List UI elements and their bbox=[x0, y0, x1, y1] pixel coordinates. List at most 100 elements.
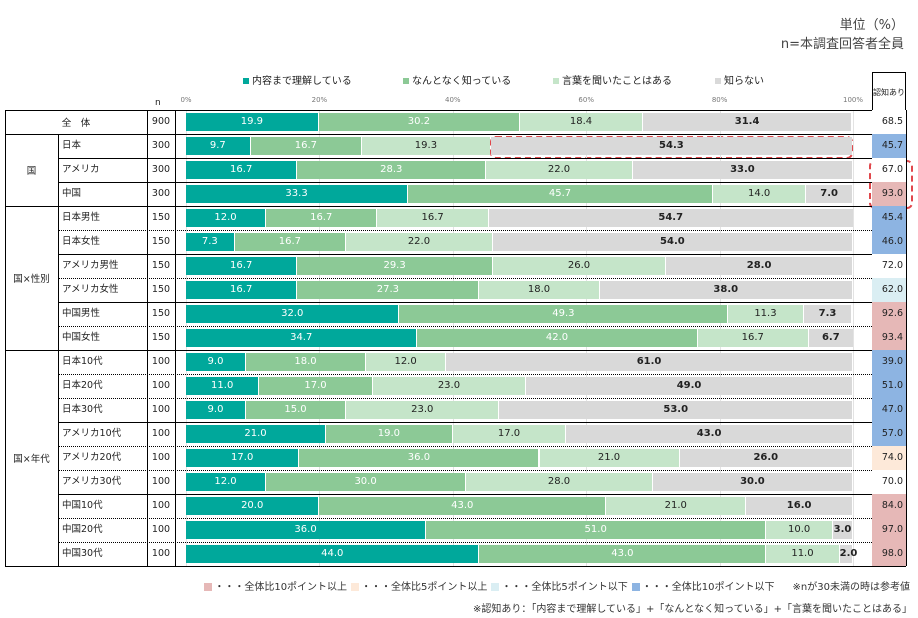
bar-segment: 42.0 bbox=[417, 329, 697, 347]
bar-segment: 30.0 bbox=[266, 473, 466, 491]
table-left-border bbox=[5, 110, 6, 566]
row-label: アメリカ男性 bbox=[62, 260, 119, 271]
tick-label: 0% bbox=[180, 96, 192, 104]
bar-segment: 51.0 bbox=[426, 521, 766, 539]
row-n: 100 bbox=[151, 548, 171, 559]
column-border bbox=[175, 110, 176, 566]
row-label: アメリカ10代 bbox=[62, 428, 122, 439]
group-label: 国×年代 bbox=[13, 454, 50, 465]
aware-value: 98.0 bbox=[872, 542, 906, 566]
aware-header: 認知あり bbox=[873, 88, 905, 97]
color-legend-item: ・・・全体比10ポイント以上 bbox=[204, 578, 347, 593]
row-label: 日本20代 bbox=[62, 380, 103, 391]
bar-segment: 9.0 bbox=[186, 401, 246, 419]
aware-value: 39.0 bbox=[872, 350, 906, 374]
table-row: アメリカ女性 150 16.7 27.3 18.0 38.0 bbox=[0, 278, 918, 302]
bar-segment: 19.9 bbox=[186, 113, 318, 131]
row-n: 150 bbox=[151, 212, 171, 223]
aware-value: 68.5 bbox=[872, 110, 906, 134]
table-row: 日本 300 9.7 16.7 19.3 54.3 bbox=[0, 134, 918, 158]
bar-segment: 7.3 bbox=[803, 305, 852, 323]
legend-swatch bbox=[351, 583, 360, 591]
tick-label: 100% bbox=[842, 96, 864, 104]
aware-value: 74.0 bbox=[872, 446, 906, 470]
row-n: 100 bbox=[151, 404, 171, 415]
row-label: 中国女性 bbox=[62, 332, 101, 343]
bar-segment: 21.0 bbox=[606, 497, 746, 515]
bar-segment: 36.0 bbox=[186, 521, 426, 539]
group-label: 全 体 bbox=[61, 118, 91, 129]
bar-segment: 34.7 bbox=[186, 329, 417, 347]
row-n: 150 bbox=[151, 260, 171, 271]
bar-segment: 53.0 bbox=[499, 401, 852, 419]
row-n: 100 bbox=[151, 524, 171, 535]
row-n: 300 bbox=[151, 164, 171, 175]
bar-segment: 22.0 bbox=[486, 161, 632, 179]
table-row: 日本男性 150 12.0 16.7 16.7 54.7 bbox=[0, 206, 918, 230]
base-label: n=本調査回答者全員 bbox=[780, 37, 904, 52]
row-label: 日本女性 bbox=[62, 236, 101, 247]
note-aware: ※認知あり：「内容まで理解している」+「なんとなく知っている」+「言葉を聞いたこ… bbox=[472, 604, 912, 615]
bar-segment: 31.4 bbox=[642, 113, 852, 131]
row-n: 100 bbox=[151, 380, 171, 391]
bar-segment: 17.0 bbox=[452, 425, 566, 443]
table-row: アメリカ10代 100 21.0 19.0 17.0 43.0 bbox=[0, 422, 918, 446]
bar-segment: 6.7 bbox=[808, 329, 853, 347]
bar-segment: 16.7 bbox=[697, 329, 808, 347]
row-separator bbox=[58, 326, 906, 327]
table-row: アメリカ 300 16.7 28.3 22.0 33.0 bbox=[0, 158, 918, 182]
bar-segment: 16.7 bbox=[266, 209, 377, 227]
group-border bbox=[5, 206, 906, 207]
aware-value: 45.7 bbox=[872, 134, 906, 158]
legend-swatch bbox=[491, 583, 500, 591]
color-legend-label: ・・・全体比5ポイント以上 bbox=[361, 582, 488, 593]
table-row: アメリカ30代 100 12.0 30.0 28.0 30.0 bbox=[0, 470, 918, 494]
row-label: 日本30代 bbox=[62, 404, 103, 415]
legend-label: 言葉を聞いたことはある bbox=[562, 76, 672, 87]
bar-segment: 23.0 bbox=[346, 401, 499, 419]
bar-segment: 16.7 bbox=[186, 281, 297, 299]
legend-swatch bbox=[403, 78, 409, 84]
color-legend-item: ・・・全体比5ポイント以上 bbox=[351, 578, 487, 593]
bar-segment: 3.0 bbox=[832, 521, 852, 539]
row-label: アメリカ bbox=[62, 164, 100, 175]
row-separator bbox=[58, 542, 906, 543]
row-n: 150 bbox=[151, 284, 171, 295]
row-separator bbox=[58, 374, 906, 375]
aware-value: 70.0 bbox=[872, 470, 906, 494]
table-row: アメリカ男性 150 16.7 29.3 26.0 28.0 bbox=[0, 254, 918, 278]
bar-segment: 49.0 bbox=[526, 377, 852, 395]
table-row: 中国 300 33.3 45.7 14.0 7.0 bbox=[0, 182, 918, 206]
group-divider bbox=[58, 350, 59, 566]
row-label: アメリカ女性 bbox=[62, 284, 119, 295]
color-legend-label: ・・・全体比10ポイント以上 bbox=[214, 582, 348, 593]
bar-segment: 33.0 bbox=[632, 161, 852, 179]
unit-label: 単位（%） bbox=[839, 18, 904, 33]
legend-item: 言葉を聞いたことはある bbox=[553, 72, 672, 87]
bar-segment: 9.7 bbox=[186, 137, 250, 155]
row-label: 中国20代 bbox=[62, 524, 103, 535]
aware-value: 97.0 bbox=[872, 518, 906, 542]
color-legend-item: ・・・全体比5ポイント以下 bbox=[491, 578, 628, 593]
bar-segment: 17.0 bbox=[259, 377, 372, 395]
bar-segment: 43.0 bbox=[566, 425, 852, 443]
table-row: 中国10代 100 20.0 43.0 21.0 16.0 bbox=[0, 494, 918, 518]
bar-segment: 18.0 bbox=[479, 281, 599, 299]
bar-segment: 18.0 bbox=[246, 353, 366, 371]
note-n: ※nが30未満の時は参考値 bbox=[792, 582, 910, 593]
bar-segment: 19.0 bbox=[326, 425, 452, 443]
bar-segment: 11.0 bbox=[766, 545, 839, 563]
row-n: 300 bbox=[151, 140, 171, 151]
row-separator bbox=[58, 422, 906, 423]
legend-label: 内容まで理解している bbox=[252, 76, 352, 87]
row-n: 100 bbox=[151, 428, 171, 439]
row-separator bbox=[58, 254, 906, 255]
bar-segment: 45.7 bbox=[408, 185, 712, 203]
bar-segment: 16.7 bbox=[250, 137, 362, 155]
legend-item: 知らない bbox=[715, 72, 764, 87]
aware-value: 84.0 bbox=[872, 494, 906, 518]
table-row: 中国30代 100 44.0 43.0 11.0 2.0 bbox=[0, 542, 918, 566]
row-n: 100 bbox=[151, 476, 171, 487]
bar-segment: 54.7 bbox=[488, 209, 853, 227]
